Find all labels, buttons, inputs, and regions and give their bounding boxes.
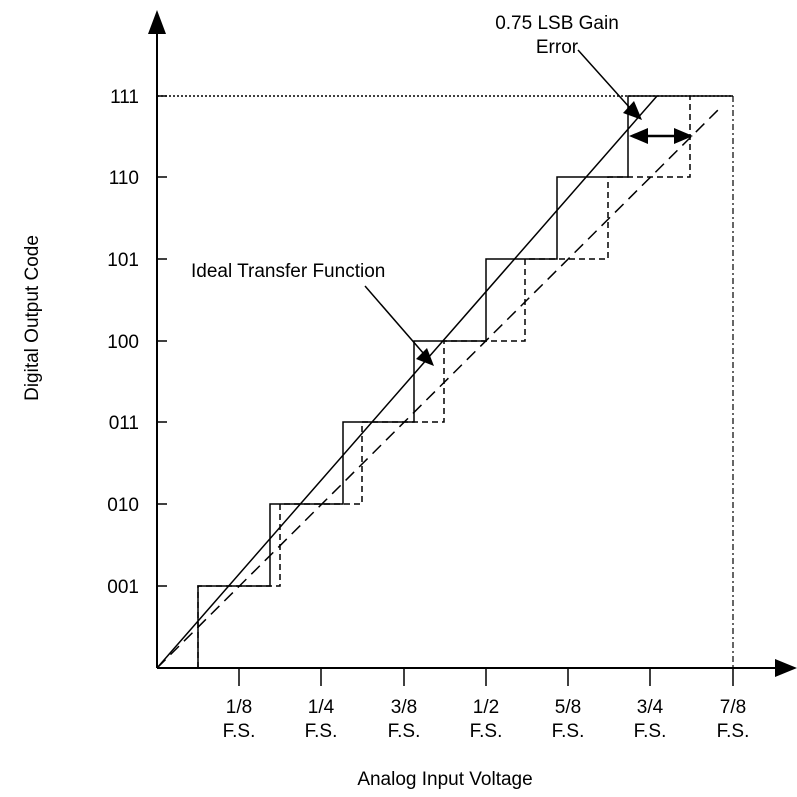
- y-tick-label: 110: [109, 168, 139, 189]
- x-tick-label-fraction: 3/4: [637, 697, 664, 718]
- actual-transfer-line: [156, 109, 719, 669]
- y-tick-label: 111: [110, 87, 139, 108]
- x-tick-label-fraction: 3/8: [391, 697, 417, 718]
- gain-error-label-line1: 0.75 LSB Gain: [495, 13, 619, 34]
- x-tick-label-fs: F.S.: [305, 721, 338, 742]
- x-tick-label-fraction: 1/2: [473, 697, 499, 718]
- gain-error-staircase: [197, 96, 691, 668]
- y-axis-ticks: [157, 95, 167, 587]
- y-tick-label: 101: [107, 250, 139, 271]
- y-tick-label: 100: [107, 332, 139, 353]
- x-axis-title: Analog Input Voltage: [357, 769, 532, 790]
- gain-callout-leader: [577, 49, 631, 109]
- gain-error-arrowhead-right: [674, 128, 693, 144]
- x-axis-arrow: [775, 659, 797, 677]
- gain-callout-arrowhead: [623, 101, 642, 120]
- x-tick-label-fraction: 1/4: [308, 697, 335, 718]
- y-tick-label: 010: [107, 495, 139, 516]
- y-tick-label: 011: [109, 413, 139, 434]
- x-tick-label-fs: F.S.: [634, 721, 667, 742]
- x-tick-labels: 1/8 F.S. 1/4 F.S. 3/8 F.S. 1/2 F.S. 5/8 …: [223, 697, 750, 742]
- gain-error-arrowhead-left: [629, 128, 648, 144]
- y-axis-arrow: [148, 10, 166, 34]
- y-tick-labels: 001 010 011 100 101 110 111: [107, 87, 139, 598]
- gain-error-label-line2: Error: [536, 37, 579, 58]
- x-tick-label-fraction: 7/8: [720, 697, 746, 718]
- x-tick-label-fraction: 1/8: [226, 697, 252, 718]
- x-tick-label-fs: F.S.: [470, 721, 503, 742]
- y-axis-title: Digital Output Code: [22, 235, 43, 401]
- ideal-callout-leader: [364, 285, 425, 355]
- x-tick-label-fs: F.S.: [223, 721, 256, 742]
- x-tick-label-fs: F.S.: [552, 721, 585, 742]
- ideal-transfer-function-label: Ideal Transfer Function: [191, 261, 385, 282]
- ideal-callout-arrowhead: [416, 348, 434, 366]
- ideal-staircase: [197, 95, 733, 668]
- x-tick-label-fs: F.S.: [388, 721, 421, 742]
- x-tick-label-fs: F.S.: [717, 721, 750, 742]
- x-axis-ticks: [238, 668, 734, 686]
- x-tick-label-fraction: 5/8: [555, 697, 581, 718]
- y-tick-label: 001: [107, 577, 139, 598]
- ideal-transfer-line: [156, 95, 658, 669]
